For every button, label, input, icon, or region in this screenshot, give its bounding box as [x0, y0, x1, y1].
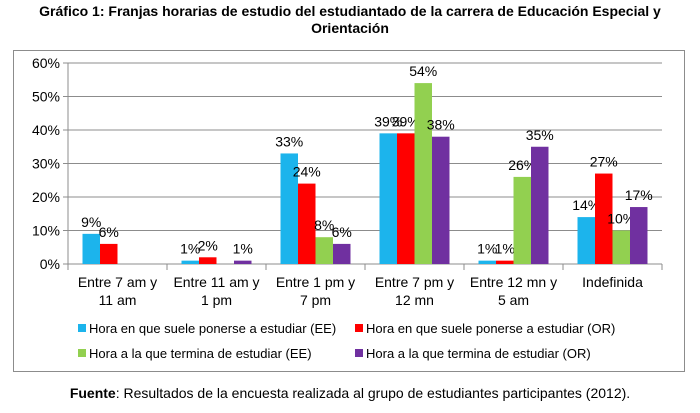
- x-tick-label: Entre 1 pm y: [276, 274, 355, 290]
- legend-swatch: [355, 349, 363, 357]
- data-label: 6%: [99, 224, 119, 240]
- x-tick-label: 12 mn: [395, 292, 434, 308]
- source-text: : Resultados de la encuesta realizada al…: [115, 385, 631, 401]
- data-label: 26%: [508, 157, 536, 173]
- data-label: 35%: [526, 127, 554, 143]
- x-tick-label: Entre 12 mn y: [470, 274, 557, 290]
- bar: [577, 217, 595, 264]
- y-tick-label: 10%: [32, 223, 60, 239]
- legend-swatch: [78, 324, 86, 332]
- bar: [181, 260, 199, 264]
- data-label: 1%: [180, 241, 200, 257]
- y-tick-label: 30%: [32, 156, 60, 172]
- legend-label: Hora en que suele ponerse a estudiar (EE…: [89, 321, 336, 336]
- data-label: 9%: [81, 214, 101, 230]
- data-label: 1%: [477, 241, 497, 257]
- y-tick-label: 0%: [40, 256, 60, 272]
- x-tick-label: Entre 7 am y: [78, 274, 157, 290]
- legend-label: Hora en que suele ponerse a estudiar (OR…: [366, 321, 615, 336]
- data-label: 2%: [198, 237, 218, 253]
- data-label: 39%: [392, 113, 420, 129]
- bar: [595, 173, 613, 264]
- chart-title: Gráfico 1: Franjas horarias de estudio d…: [0, 3, 700, 37]
- legend-swatch: [78, 349, 86, 357]
- bar: [298, 183, 316, 264]
- source-label: Fuente: [69, 385, 116, 401]
- source-note: Fuente: Resultados de la encuesta realiz…: [0, 385, 700, 401]
- bar: [478, 260, 496, 264]
- data-label: 17%: [625, 187, 653, 203]
- x-tick-label: Entre 7 pm y: [375, 274, 454, 290]
- bar: [379, 133, 397, 264]
- data-label: 1%: [233, 241, 253, 257]
- bar: [315, 237, 333, 264]
- bar: [432, 136, 450, 264]
- legend-label: Hora a la que termina de estudiar (OR): [366, 346, 591, 361]
- y-tick-label: 60%: [32, 55, 60, 71]
- data-label: 33%: [275, 133, 303, 149]
- data-label: 27%: [590, 154, 618, 170]
- data-label: 54%: [409, 63, 437, 79]
- legend-swatch: [355, 324, 363, 332]
- bar: [414, 83, 432, 264]
- data-label: 8%: [314, 217, 334, 233]
- bar: [280, 153, 298, 264]
- legend-label: Hora a la que termina de estudiar (EE): [89, 346, 312, 361]
- x-tick-label: 5 am: [498, 292, 529, 308]
- x-tick-label: 7 pm: [300, 292, 331, 308]
- data-label: 39%: [374, 113, 402, 129]
- x-tick-label: Entre 11 am y: [173, 274, 259, 290]
- y-tick-label: 50%: [32, 89, 60, 105]
- y-tick-label: 20%: [32, 189, 60, 205]
- chart-title-line-1: Gráfico 1: Franjas horarias de estudio d…: [39, 3, 661, 19]
- bar: [333, 243, 351, 264]
- bar: [199, 257, 217, 264]
- bar: [100, 243, 118, 264]
- bar: [82, 233, 100, 264]
- data-label: 24%: [293, 164, 321, 180]
- y-tick-label: 40%: [32, 122, 60, 138]
- bar: [612, 230, 630, 264]
- x-tick-label: 11 am: [99, 292, 137, 308]
- data-label: 6%: [332, 224, 352, 240]
- bar: [234, 260, 252, 264]
- bar: [496, 260, 514, 264]
- data-label: 14%: [572, 197, 600, 213]
- data-label: 38%: [427, 117, 455, 133]
- x-tick-label: Indefinida: [582, 274, 643, 290]
- chart-frame: [13, 50, 685, 372]
- chart-title-line-2: Orientación: [311, 20, 389, 36]
- bar: [397, 133, 415, 264]
- data-label: 1%: [495, 241, 515, 257]
- bar: [531, 146, 549, 264]
- bar: [630, 207, 648, 264]
- bar: [513, 176, 531, 264]
- x-tick-label: 1 pm: [201, 292, 232, 308]
- data-label: 10%: [607, 211, 635, 227]
